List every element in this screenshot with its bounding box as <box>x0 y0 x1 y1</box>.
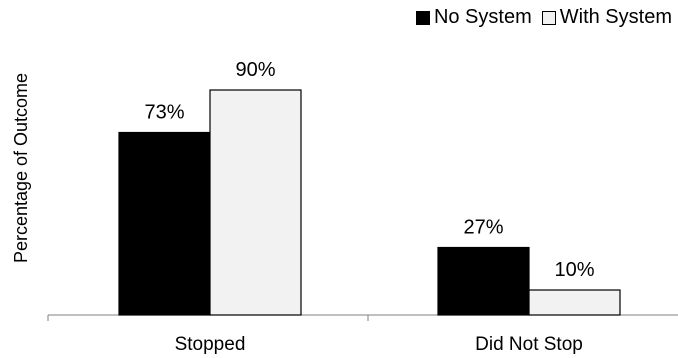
category-label: Did Not Stop <box>475 334 583 355</box>
legend-label-with-system: With System <box>559 6 672 28</box>
bar-with-system-stopped <box>209 89 302 316</box>
data-label: 27% <box>463 217 503 239</box>
bar-no-system-did-not-stop <box>437 246 530 316</box>
bar-with-system-did-not-stop <box>528 289 621 316</box>
data-label: 90% <box>235 59 275 81</box>
legend-swatch-no-system <box>415 10 430 25</box>
legend-item-with-system: With System <box>541 6 672 29</box>
legend-label-no-system: No System <box>433 6 532 28</box>
category-label: Stopped <box>175 334 246 355</box>
data-label: 10% <box>554 259 594 281</box>
y-axis-label: Percentage of Outcome <box>11 73 31 263</box>
data-label: 73% <box>144 102 184 124</box>
chart-legend: No System With System <box>406 6 672 29</box>
plot-area: 73% 90% Stopped 27% 10% Did Not Stop <box>47 59 678 355</box>
legend-item-no-system: No System <box>415 6 532 29</box>
bar-no-system-stopped <box>118 131 211 316</box>
legend-swatch-with-system <box>541 10 556 25</box>
